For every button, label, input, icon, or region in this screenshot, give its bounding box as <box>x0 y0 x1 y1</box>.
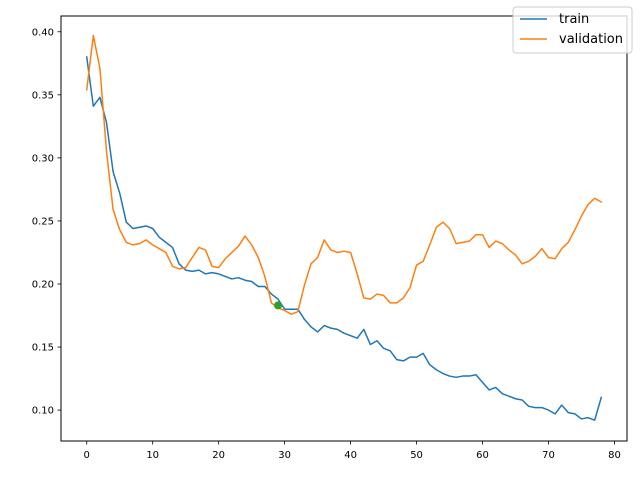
x-tick-label: 70 <box>542 450 555 461</box>
y-tick-label: 0.25 <box>32 216 54 227</box>
x-tick-label: 30 <box>278 450 291 461</box>
x-tick-label: 20 <box>212 450 225 461</box>
y-tick-label: 0.15 <box>32 343 54 354</box>
x-tick-label: 60 <box>476 450 489 461</box>
y-tick-label: 0.10 <box>32 406 54 417</box>
y-tick-label: 0.35 <box>32 90 54 101</box>
y-tick-label: 0.30 <box>32 153 54 164</box>
x-tick-label: 40 <box>344 450 357 461</box>
marker-layer <box>274 301 283 310</box>
y-tick-label: 0.40 <box>32 27 54 38</box>
x-tick-label: 50 <box>410 450 423 461</box>
x-tick-label: 0 <box>84 450 90 461</box>
legend-label-train: train <box>559 12 589 27</box>
best-epoch-marker <box>274 301 283 310</box>
legend: train validation <box>512 6 633 54</box>
axis-ticks: 0 10 20 30 40 50 60 70 80 0.10 0.15 0.20 0.25 0.30 0.3… <box>32 27 621 461</box>
series-line-validation <box>85 34 603 316</box>
series-lines <box>85 34 603 421</box>
x-tick-label: 10 <box>146 450 159 461</box>
legend-label-validation: validation <box>559 32 623 47</box>
plot-frame <box>60 15 628 442</box>
y-tick-label: 0.20 <box>32 279 54 290</box>
series-line-train <box>85 56 603 421</box>
x-tick-label: 80 <box>608 450 621 461</box>
